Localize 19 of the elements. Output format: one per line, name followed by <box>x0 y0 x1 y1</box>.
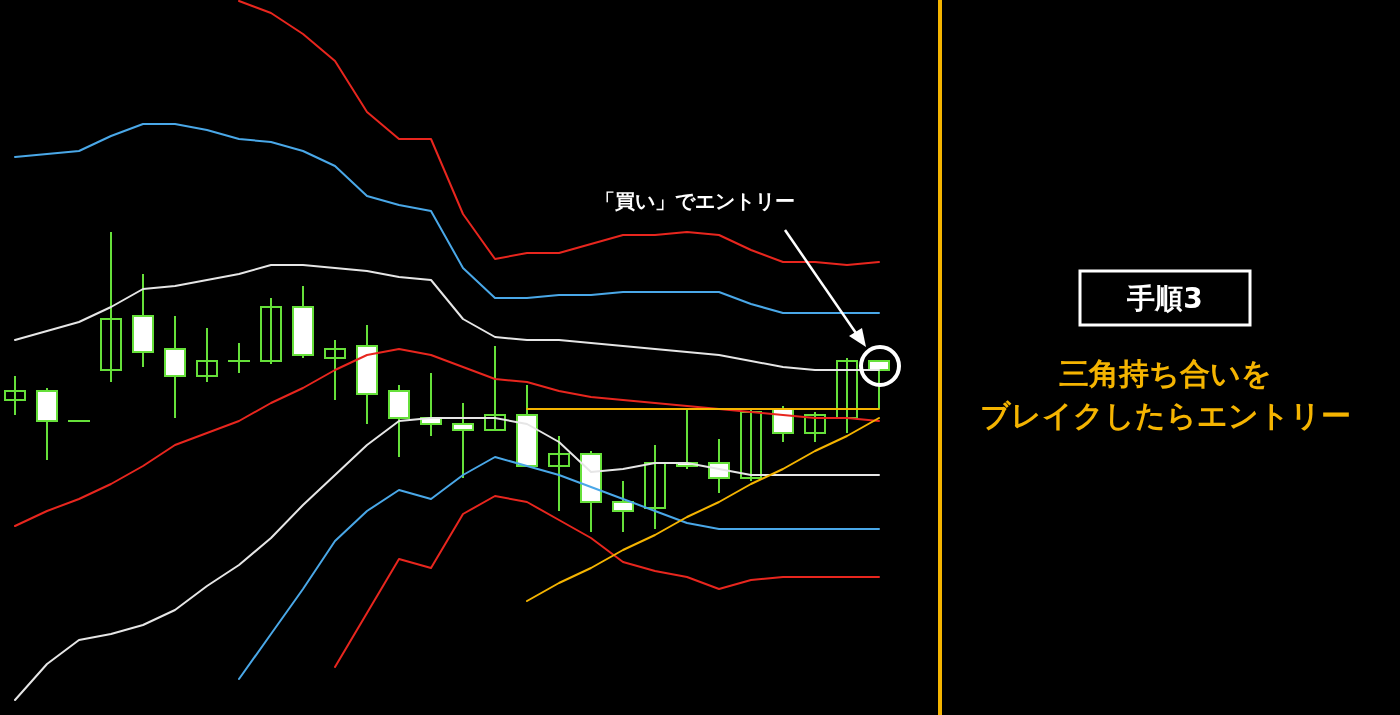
text: ブレイクしたらエントリー <box>979 398 1351 433</box>
candlestick <box>612 480 634 533</box>
candlestick <box>836 357 858 434</box>
candlestick <box>644 444 666 530</box>
candlestick <box>100 231 122 383</box>
candlestick <box>324 339 346 401</box>
candlestick <box>740 408 762 482</box>
text: 手順3 <box>1126 282 1203 315</box>
candlestick <box>4 375 26 416</box>
text: 「買い」でエントリー <box>595 189 795 213</box>
candlestick <box>548 435 570 512</box>
candlestick <box>868 360 890 410</box>
candlestick <box>484 345 506 431</box>
text: 三角持ち合いを <box>1058 356 1272 391</box>
candlestick <box>260 297 282 365</box>
candlestick <box>196 327 218 383</box>
candlestick <box>804 411 826 443</box>
candlestick <box>452 402 474 479</box>
candlestick <box>227 342 251 374</box>
